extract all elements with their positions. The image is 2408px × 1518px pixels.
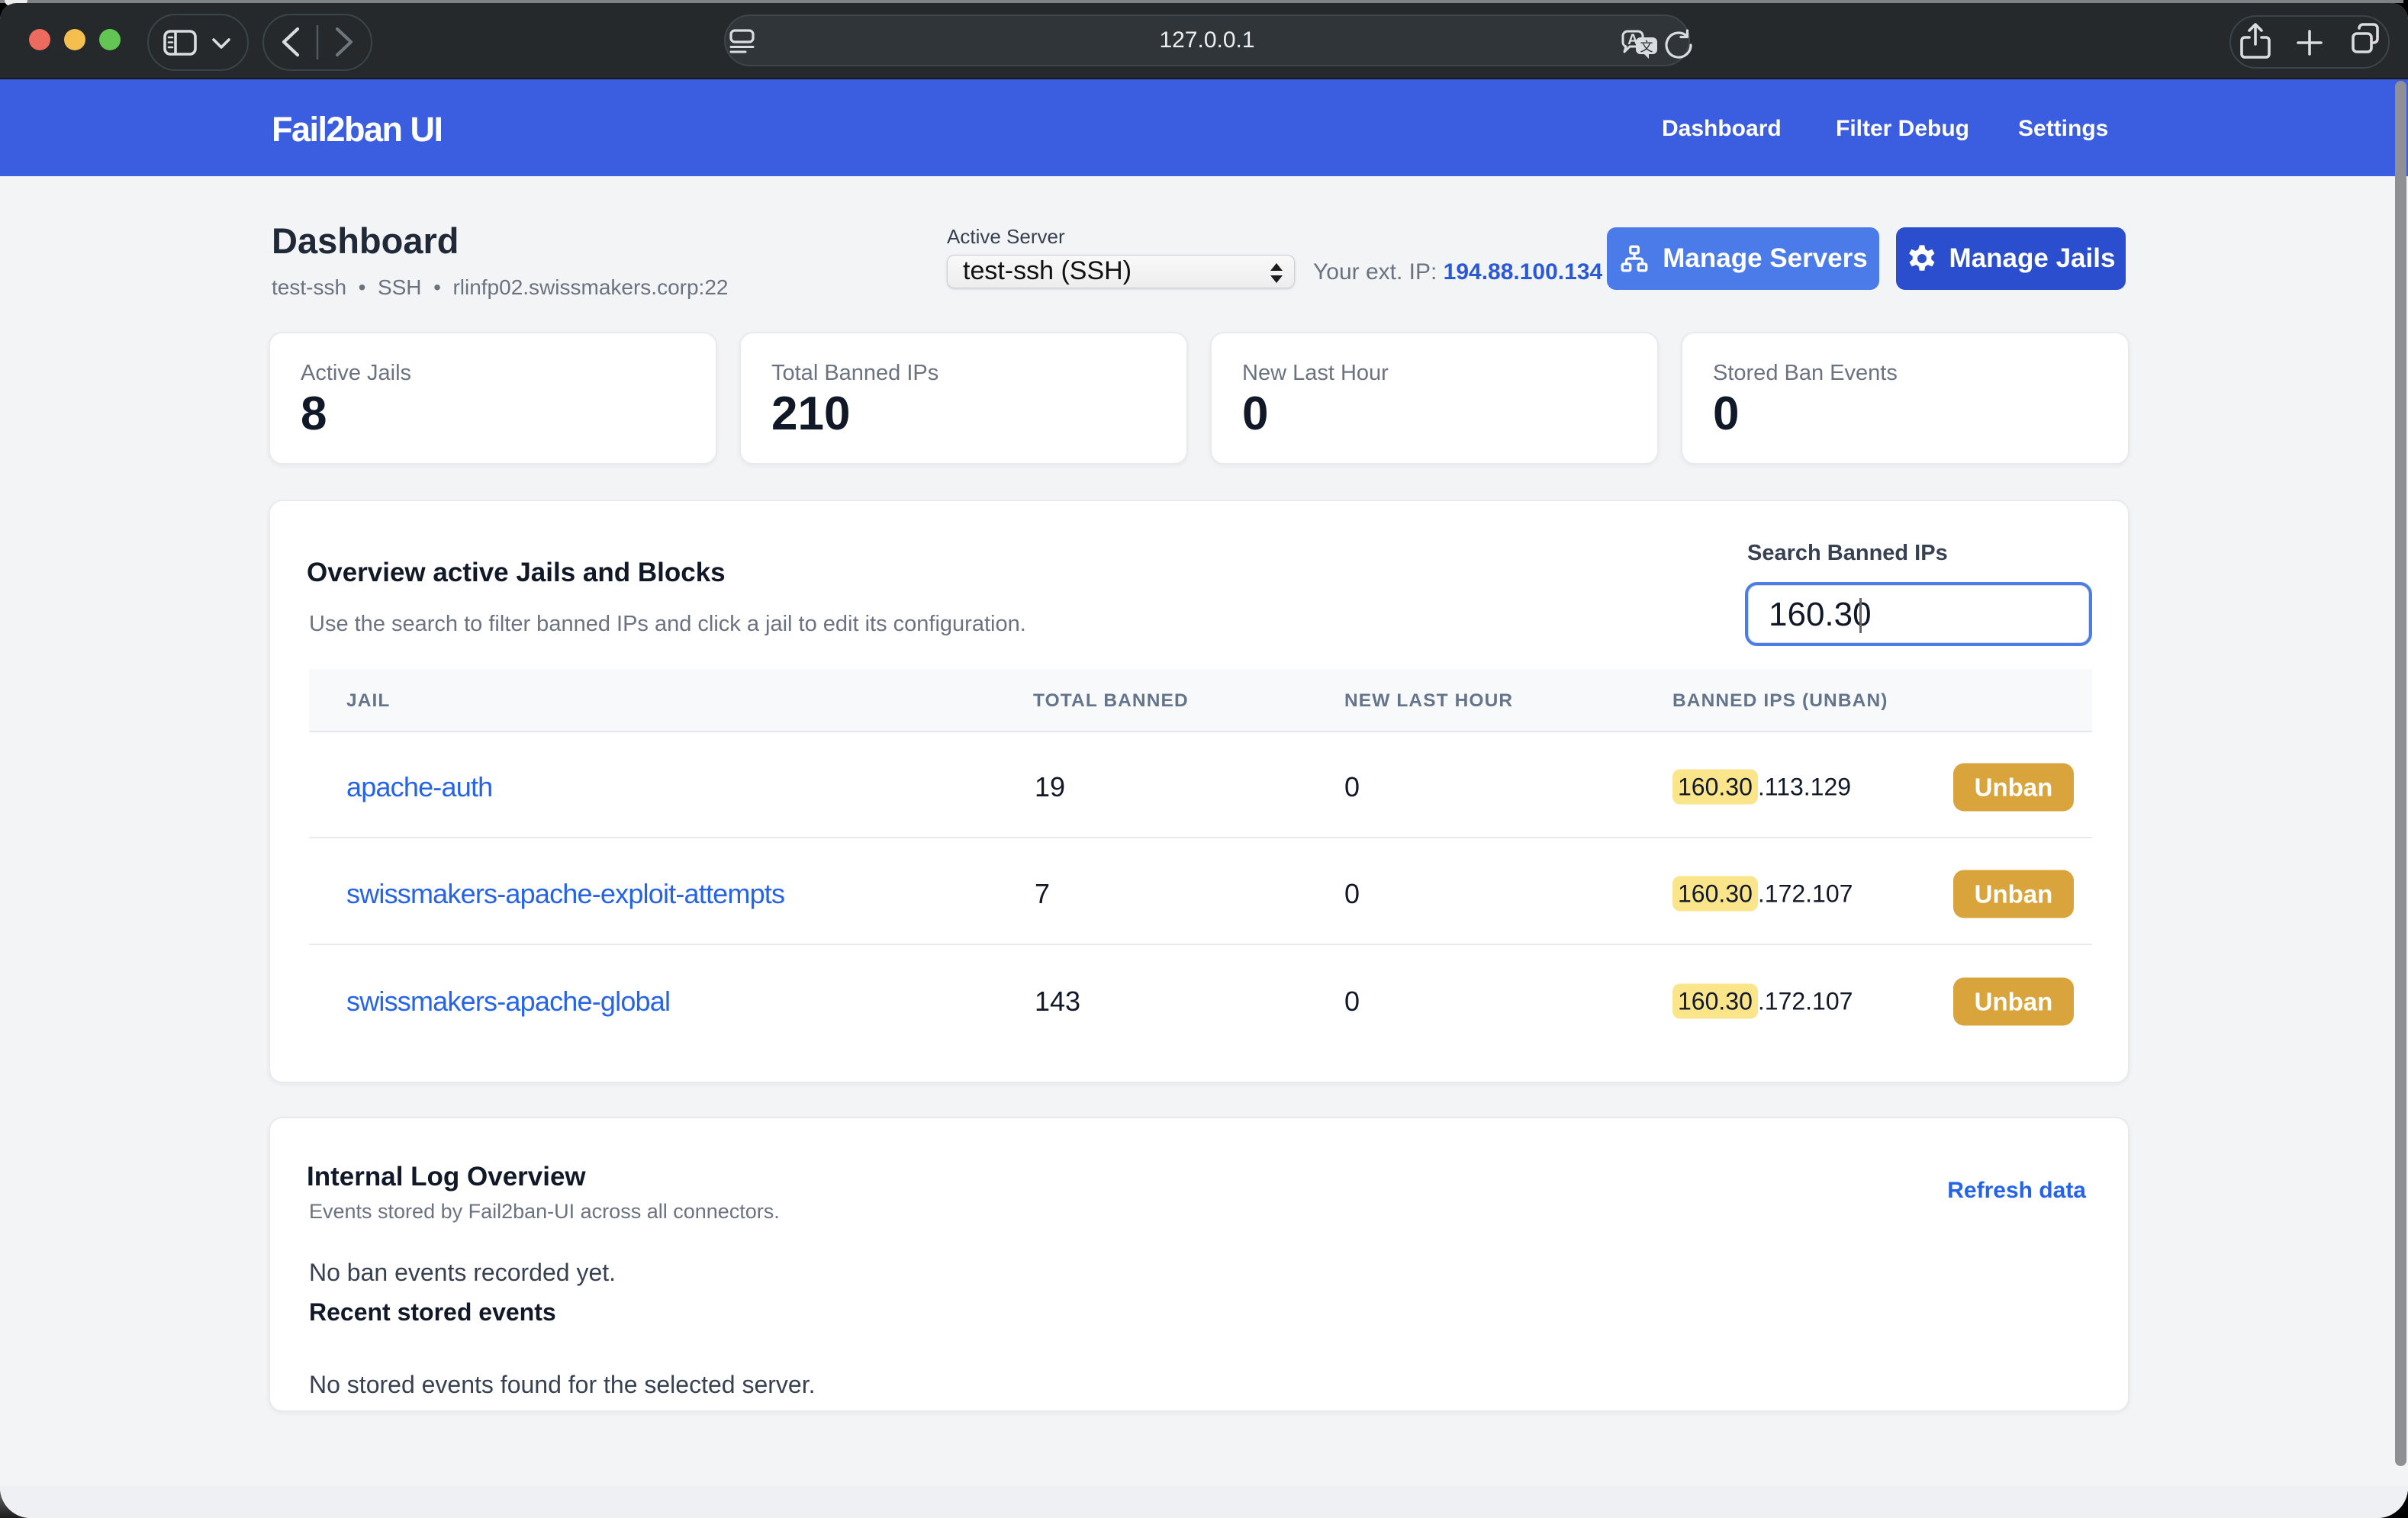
svg-text:文: 文 [1640,40,1653,54]
svg-text:A: A [1627,32,1638,48]
